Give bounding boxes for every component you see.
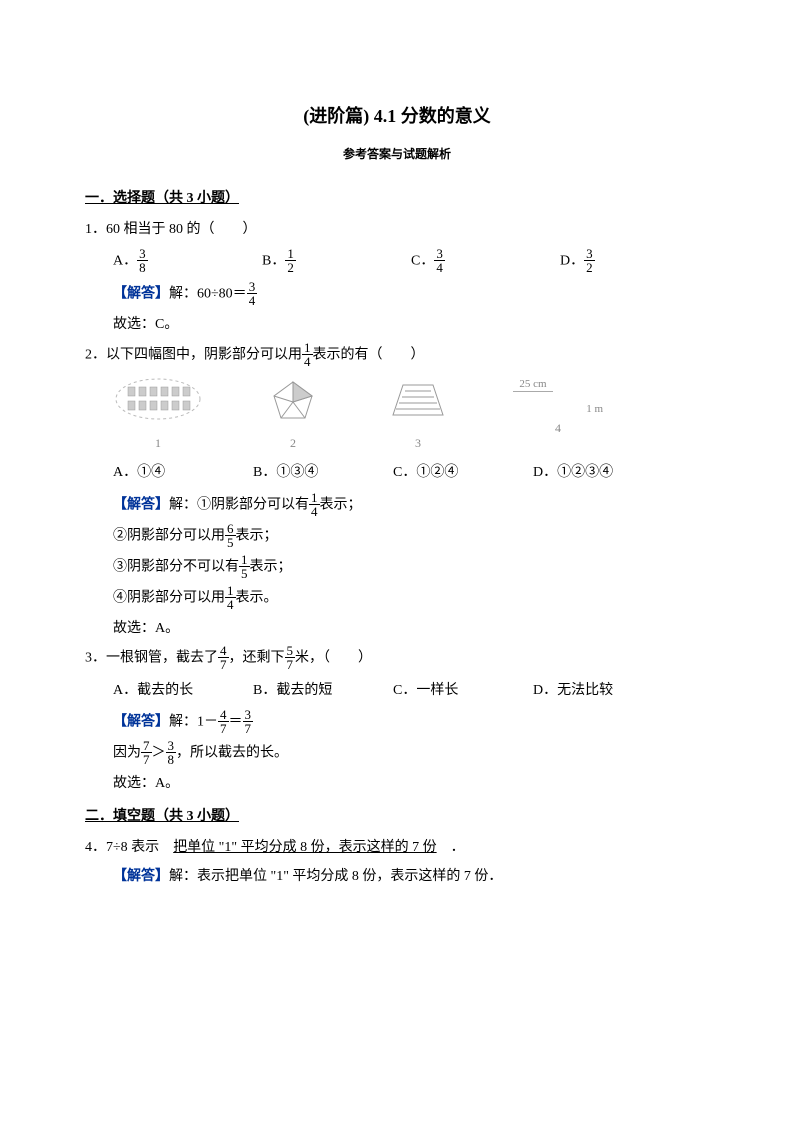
q2-diagrams: 1 2 3	[113, 377, 709, 455]
q4-ans-text: 解：表示把单位 "1" 平均分成 8 份，表示这样的 7 份．	[169, 869, 502, 884]
q2-l1: 【解答】解：①阴影部分可以有14表示；	[113, 492, 709, 519]
section2-heading: 二．填空题（共 3 小题）	[85, 804, 709, 829]
q2-l2-pre: ②阴影部分可以用	[113, 528, 225, 543]
q3-ans-mid: ＝	[229, 715, 243, 730]
q4-stem: 4．7÷8 表示 把单位 "1" 平均分成 8 份，表示这样的 7 份 ．	[85, 835, 709, 860]
q2-l2-post: 表示；	[236, 528, 278, 543]
q2-l4-post: 表示。	[236, 590, 278, 605]
q2-l3-pre: ③阴影部分不可以有	[113, 559, 239, 574]
q3-bfrac1: 77	[141, 739, 152, 766]
q3-ans1: 【解答】解：1－47＝37	[113, 709, 709, 736]
q3-bfrac2: 38	[166, 739, 177, 766]
section1-heading: 一．选择题（共 3 小题）	[85, 186, 709, 211]
q2-optA: A．①④	[113, 460, 253, 485]
q2-l1-pre: 解：①阴影部分可以有	[169, 497, 309, 512]
q2-l3-frac: 15	[239, 553, 250, 580]
q3-optC: C．一样长	[393, 678, 533, 703]
q3-stem-post: 米，（ ）	[295, 650, 372, 665]
answer-label: 【解答】	[113, 497, 169, 512]
q4-stem-pre: 4．7÷8 表示	[85, 840, 173, 855]
page-subtitle: 参考答案与试题解析	[85, 144, 709, 166]
q3-l2-post: ，所以截去的长。	[176, 746, 288, 761]
answer-label: 【解答】	[113, 715, 169, 730]
q4-answer: 【解答】解：表示把单位 "1" 平均分成 8 份，表示这样的 7 份．	[113, 864, 709, 889]
q2-l3: ③阴影部分不可以有15表示；	[113, 554, 709, 581]
q2-l4-frac: 14	[225, 584, 236, 611]
q1-optB: B．12	[262, 248, 411, 275]
q3-conclusion: 故选：A。	[113, 771, 709, 796]
q1-optD-frac: 32	[584, 247, 595, 274]
q1-conclusion: 故选：C。	[113, 312, 709, 337]
q1-ans-text: 解：60÷80＝	[169, 287, 247, 302]
q1-stem: 1．60 相当于 80 的（ ）	[85, 217, 709, 242]
d2-label: 2	[263, 433, 323, 455]
page-container: (进阶篇) 4.1 分数的意义 参考答案与试题解析 一．选择题（共 3 小题） …	[0, 0, 794, 934]
q3-afrac1: 47	[218, 708, 229, 735]
q2-l4-pre: ④阴影部分可以用	[113, 590, 225, 605]
answer-label: 【解答】	[113, 869, 169, 884]
q1-ans-frac: 34	[247, 280, 258, 307]
q2-optB: B．①③④	[253, 460, 393, 485]
q3-frac2: 57	[285, 644, 296, 671]
d4-text1: 25 cm	[513, 377, 553, 392]
q3-ans-pre: 解：1－	[169, 715, 218, 730]
d1-label: 1	[113, 433, 203, 455]
q1-optC-label: C．	[411, 254, 434, 269]
q2-diagram-4: 25 cm 1 m 4	[513, 377, 603, 440]
q2-options: A．①④ B．①③④ C．①②④ D．①②③④	[113, 460, 709, 485]
q2-l2: ②阴影部分可以用65表示；	[113, 523, 709, 550]
q2-stem: 2．以下四幅图中，阴影部分可以用14表示的有（ ）	[85, 342, 709, 369]
q2-conclusion: 故选：A。	[113, 616, 709, 641]
q1-answer: 【解答】解：60÷80＝34	[113, 281, 709, 308]
q2-optD: D．①②③④	[533, 460, 673, 485]
d3-label: 3	[383, 433, 453, 455]
q2-l3-post: 表示；	[250, 559, 292, 574]
q2-stem-post: 表示的有（ ）	[313, 347, 425, 362]
q1-options: A．38 B．12 C．34 D．32	[113, 248, 709, 275]
q3-optB: B．截去的短	[253, 678, 393, 703]
pentagon-pie-icon	[263, 377, 323, 422]
q3-frac1: 47	[218, 644, 229, 671]
q3-ans2: 因为77＞38，所以截去的长。	[113, 740, 709, 767]
q3-optA: A．截去的长	[113, 678, 253, 703]
q1-optD-label: D．	[560, 254, 584, 269]
q1-optC: C．34	[411, 248, 560, 275]
q1-optB-label: B．	[262, 254, 285, 269]
q4-stem-post: ．	[437, 840, 465, 855]
trapezoid-icon	[383, 377, 453, 422]
q4-blank: 把单位 "1" 平均分成 8 份，表示这样的 7 份	[173, 840, 436, 855]
q3-afrac2: 37	[243, 708, 254, 735]
q2-stem-pre: 2．以下四幅图中，阴影部分可以用	[85, 347, 302, 362]
q1-optA: A．38	[113, 248, 262, 275]
q1-optB-frac: 12	[285, 247, 296, 274]
d4-label: 4	[513, 418, 603, 440]
q2-l1-post: 表示；	[320, 497, 362, 512]
d4-text2: 1 m	[513, 402, 603, 416]
answer-label: 【解答】	[113, 287, 169, 302]
q1-optA-frac: 38	[137, 247, 148, 274]
q2-diagram-1: 1	[113, 377, 203, 455]
q3-l2-mid: ＞	[152, 746, 166, 761]
q2-stem-frac: 14	[302, 341, 313, 368]
q3-stem-mid: ，还剩下	[229, 650, 285, 665]
q2-l4: ④阴影部分可以用14表示。	[113, 585, 709, 612]
q3-optD: D．无法比较	[533, 678, 673, 703]
q2-diagram-2: 2	[263, 377, 323, 455]
q1-optD: D．32	[560, 248, 709, 275]
q2-l1-frac: 14	[309, 491, 320, 518]
page-title: (进阶篇) 4.1 分数的意义	[85, 100, 709, 132]
q3-stem-pre: 3．一根钢管，截去了	[85, 650, 218, 665]
oval-grid-icon	[113, 377, 203, 422]
q3-l2-pre: 因为	[113, 746, 141, 761]
q2-diagram-3: 3	[383, 377, 453, 455]
q3-options: A．截去的长 B．截去的短 C．一样长 D．无法比较	[113, 678, 709, 703]
q1-optA-label: A．	[113, 254, 137, 269]
q3-stem: 3．一根钢管，截去了47，还剩下57米，（ ）	[85, 645, 709, 672]
q1-optC-frac: 34	[434, 247, 445, 274]
q2-optC: C．①②④	[393, 460, 533, 485]
q2-l2-frac: 65	[225, 522, 236, 549]
